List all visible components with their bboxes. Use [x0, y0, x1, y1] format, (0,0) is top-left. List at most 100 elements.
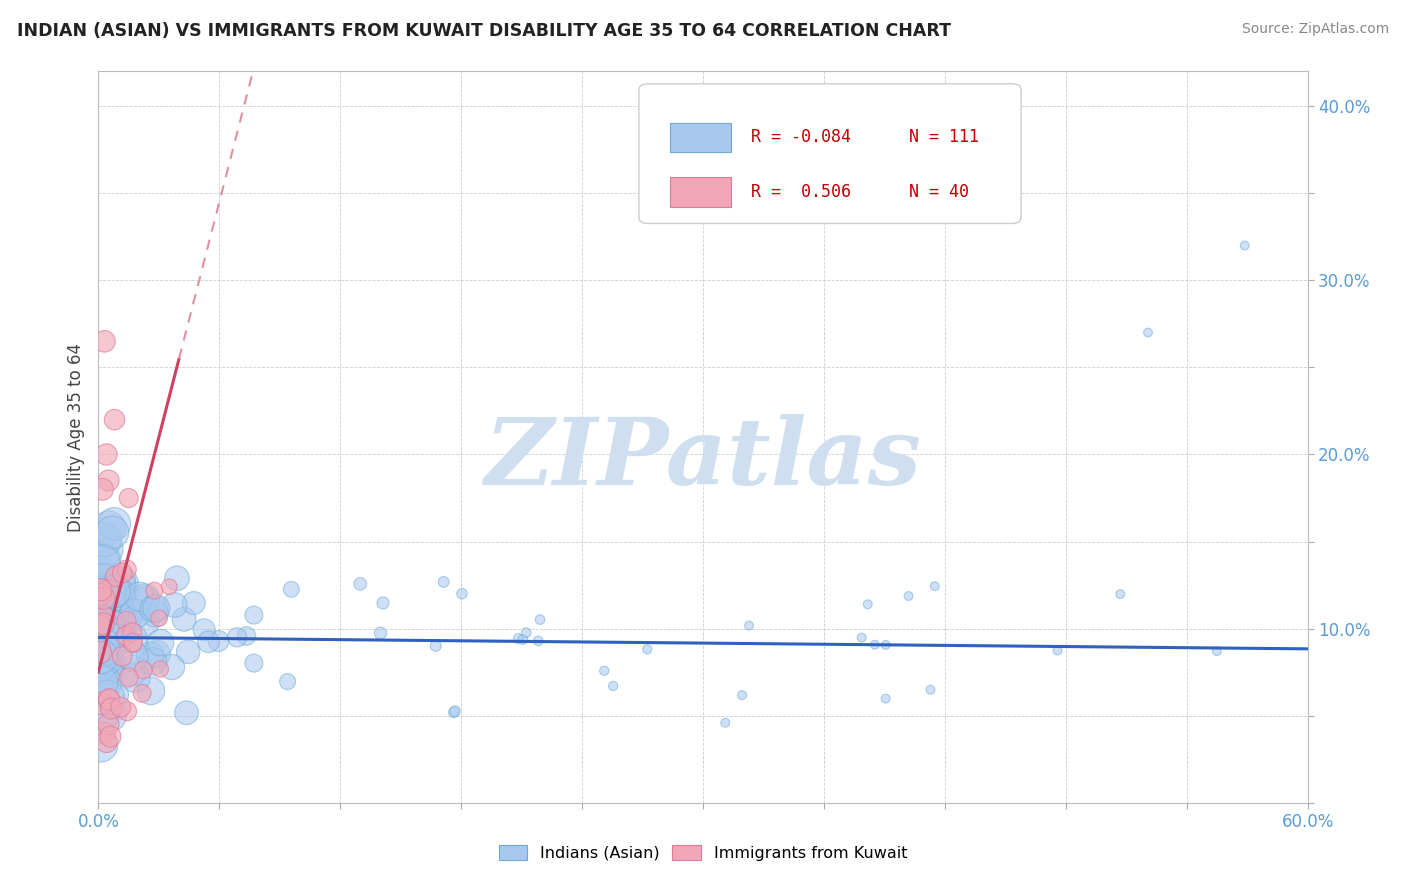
Point [121, 625, 143, 640]
Point [529, 613, 551, 627]
Point [93, 676, 115, 690]
Point [197, 634, 219, 648]
Point [89, 676, 111, 690]
Point [160, 660, 183, 674]
Point [183, 596, 205, 610]
Point [91, 706, 114, 721]
Point [139, 683, 162, 698]
Point [851, 631, 873, 645]
Point [1136, 326, 1159, 340]
Point [105, 632, 128, 647]
Point [122, 649, 145, 664]
Point [89, 635, 111, 649]
Point [243, 656, 266, 670]
Point [731, 688, 754, 702]
Point [103, 605, 125, 619]
Point [110, 594, 132, 608]
FancyBboxPatch shape [638, 84, 1021, 224]
Point [108, 588, 131, 602]
Point [93, 334, 115, 349]
Point [512, 632, 534, 647]
Point [508, 632, 530, 646]
Point [280, 582, 302, 597]
Point [122, 635, 145, 649]
Point [118, 670, 141, 684]
Point [207, 634, 229, 648]
Point [425, 639, 447, 653]
Point [875, 691, 897, 706]
Point [93, 552, 115, 566]
Point [89, 649, 111, 664]
Point [104, 621, 127, 635]
Point [371, 596, 394, 610]
Point [94, 665, 117, 679]
Point [875, 638, 897, 652]
Point [111, 649, 134, 664]
Point [856, 597, 879, 611]
Point [103, 584, 125, 599]
Point [94, 542, 117, 557]
Point [134, 615, 156, 629]
Point [920, 682, 942, 697]
Text: R =  0.506: R = 0.506 [751, 183, 852, 201]
Point [89, 619, 111, 633]
FancyBboxPatch shape [671, 122, 731, 152]
Point [139, 648, 162, 663]
Point [115, 562, 138, 576]
Point [897, 589, 920, 603]
Point [89, 588, 111, 602]
Point [97, 717, 120, 731]
Point [527, 633, 550, 648]
Point [636, 642, 658, 657]
Point [101, 688, 124, 702]
Y-axis label: Disability Age 35 to 64: Disability Age 35 to 64 [66, 343, 84, 532]
Point [98, 590, 121, 604]
Point [93, 533, 115, 547]
Point [111, 566, 134, 581]
Point [103, 412, 125, 426]
Point [108, 574, 131, 589]
Point [1206, 644, 1229, 658]
Point [115, 614, 138, 628]
Point [93, 610, 115, 624]
Point [110, 700, 132, 714]
Point [91, 638, 114, 652]
Point [96, 735, 118, 749]
Point [91, 574, 114, 588]
Text: ZIPatlas: ZIPatlas [485, 414, 921, 504]
Point [90, 622, 112, 636]
Text: R = -0.084: R = -0.084 [751, 128, 852, 146]
Point [93, 568, 115, 582]
Point [115, 704, 138, 718]
Point [1233, 238, 1256, 252]
Point [90, 582, 112, 597]
Point [98, 708, 121, 723]
Point [1109, 587, 1132, 601]
Point [149, 635, 172, 649]
Point [157, 580, 180, 594]
Point [173, 612, 195, 626]
Point [104, 569, 127, 583]
Point [91, 555, 114, 569]
Point [148, 611, 170, 625]
Point [1046, 643, 1069, 657]
Point [112, 612, 135, 626]
Point [97, 474, 120, 488]
Point [93, 622, 115, 636]
Point [515, 625, 537, 640]
Point [121, 636, 143, 650]
Point [96, 448, 118, 462]
Point [243, 608, 266, 623]
Point [193, 623, 215, 637]
Point [121, 663, 143, 677]
Point [98, 693, 121, 707]
Point [97, 617, 120, 632]
Point [143, 583, 166, 598]
Point [131, 686, 153, 700]
Point [443, 706, 465, 720]
Point [149, 662, 172, 676]
Point [714, 715, 737, 730]
Point [226, 630, 249, 644]
Point [451, 587, 474, 601]
Legend: Indians (Asian), Immigrants from Kuwait: Indians (Asian), Immigrants from Kuwait [499, 845, 907, 861]
